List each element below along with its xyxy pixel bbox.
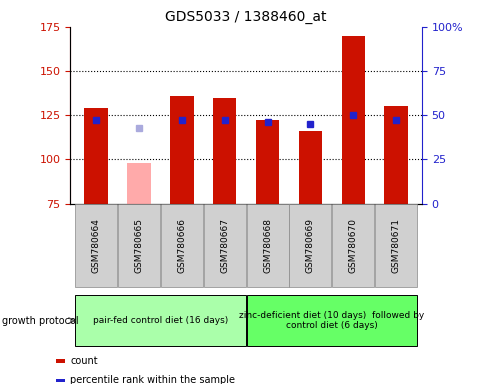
Text: count: count [70,356,98,366]
Text: GSM780665: GSM780665 [134,218,143,273]
Text: GSM780664: GSM780664 [91,218,100,273]
Title: GDS5033 / 1388460_at: GDS5033 / 1388460_at [165,10,326,25]
FancyBboxPatch shape [375,204,416,287]
Text: GSM780667: GSM780667 [220,218,229,273]
Bar [384,106,407,204]
FancyBboxPatch shape [246,204,288,287]
FancyBboxPatch shape [118,204,160,287]
FancyBboxPatch shape [332,204,374,287]
Bar [56,359,65,362]
Text: GSM780668: GSM780668 [262,218,272,273]
Text: GSM780671: GSM780671 [391,218,400,273]
FancyBboxPatch shape [75,295,245,346]
Text: GSM780669: GSM780669 [305,218,314,273]
Text: pair-fed control diet (16 days): pair-fed control diet (16 days) [92,316,227,325]
Bar [298,131,321,204]
FancyBboxPatch shape [75,204,117,287]
FancyBboxPatch shape [246,295,416,346]
Bar [255,121,279,204]
Text: zinc-deficient diet (10 days)  followed by
control diet (6 days): zinc-deficient diet (10 days) followed b… [239,311,424,330]
Text: growth protocol: growth protocol [2,316,79,326]
Bar [84,108,107,204]
Bar [212,98,236,204]
Text: GSM780666: GSM780666 [177,218,186,273]
FancyBboxPatch shape [161,204,202,287]
Text: GSM780670: GSM780670 [348,218,357,273]
Bar [170,96,193,204]
FancyBboxPatch shape [289,204,331,287]
Text: percentile rank within the sample: percentile rank within the sample [70,375,235,384]
Bar [127,163,151,204]
Bar [341,36,364,204]
Bar [56,379,65,382]
FancyBboxPatch shape [203,204,245,287]
